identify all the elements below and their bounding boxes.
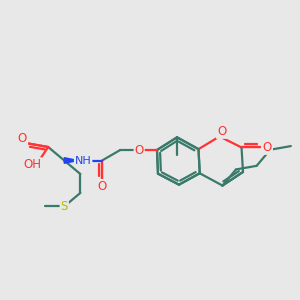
Text: O: O bbox=[18, 132, 27, 145]
Text: OH: OH bbox=[24, 158, 42, 171]
Text: O: O bbox=[263, 141, 272, 154]
Text: O: O bbox=[134, 143, 144, 157]
Polygon shape bbox=[64, 158, 78, 163]
Text: O: O bbox=[98, 180, 107, 193]
Text: NH: NH bbox=[75, 155, 92, 166]
Text: O: O bbox=[217, 125, 226, 138]
Text: S: S bbox=[61, 200, 68, 213]
